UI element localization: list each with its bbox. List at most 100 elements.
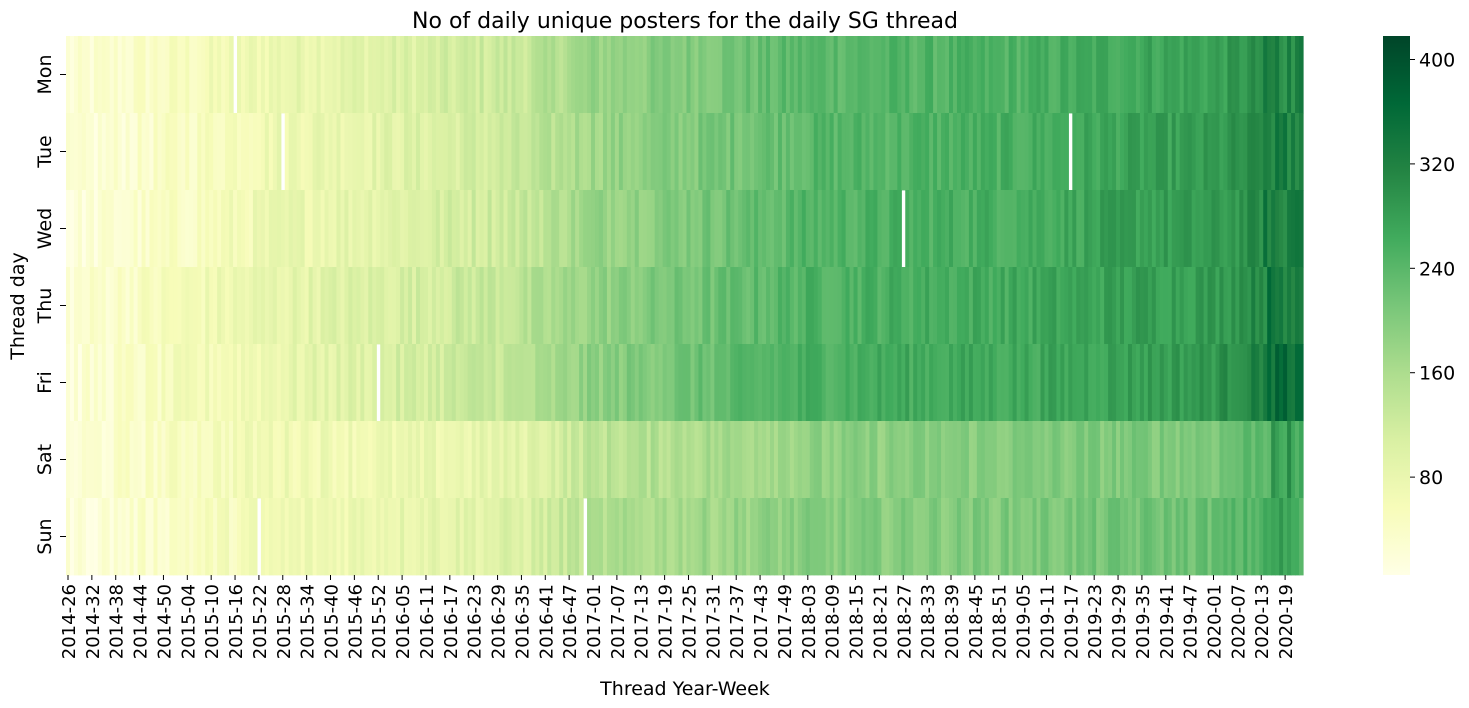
heatmap-cell: [686, 36, 692, 114]
heatmap-cell: [225, 113, 230, 191]
heatmap-cell: [408, 190, 413, 268]
heatmap-cell: [384, 113, 389, 191]
heatmap-cell: [857, 267, 863, 345]
heatmap-cell: [583, 344, 588, 422]
heatmap-cell: [1056, 421, 1061, 499]
heatmap-cell: [722, 498, 727, 576]
heatmap-cell: [1024, 498, 1030, 576]
heatmap-cell: [109, 36, 115, 114]
heatmap-cell: [1080, 190, 1085, 268]
heatmap-cell: [1199, 190, 1205, 268]
heatmap-cell: [77, 421, 83, 499]
heatmap-cell: [491, 421, 497, 499]
heatmap-cell: [320, 498, 326, 576]
heatmap-cell: [885, 113, 890, 191]
heatmap-cell: [221, 498, 226, 576]
heatmap-cell: [1291, 498, 1296, 576]
heatmap-cell: [229, 267, 234, 345]
heatmap-cell: [781, 421, 787, 499]
heatmap-cell: [173, 36, 178, 114]
heatmap-cell: [988, 267, 994, 345]
heatmap-cell: [638, 113, 644, 191]
heatmap-cell: [1147, 421, 1153, 499]
heatmap-cell: [674, 267, 680, 345]
heatmap-cell: [646, 113, 652, 191]
heatmap-cell: [1124, 36, 1129, 114]
heatmap-cell: [145, 498, 151, 576]
heatmap-cell: [1279, 113, 1284, 191]
heatmap-cell: [241, 113, 246, 191]
heatmap-cell: [205, 267, 210, 345]
heatmap-cell: [288, 344, 294, 422]
heatmap-cell: [1096, 190, 1101, 268]
heatmap-cell: [797, 190, 803, 268]
heatmap-cell: [583, 36, 588, 114]
heatmap-cell: [340, 113, 346, 191]
heatmap-cell: [495, 113, 501, 191]
heatmap-cell: [674, 190, 680, 268]
heatmap-cell: [595, 190, 600, 268]
heatmap-cell: [698, 190, 703, 268]
heatmap-cell: [881, 498, 886, 576]
heatmap-cell: [340, 190, 346, 268]
heatmap-cell: [264, 344, 270, 422]
heatmap-cell: [674, 113, 680, 191]
heatmap-cell: [527, 267, 532, 345]
heatmap-cell: [952, 267, 958, 345]
heatmap-cell: [690, 36, 696, 114]
heatmap-cell: [1287, 113, 1292, 191]
heatmap-cell: [364, 36, 369, 114]
heatmap-cell: [503, 498, 509, 576]
heatmap-cell: [308, 344, 314, 422]
heatmap-cell: [101, 113, 107, 191]
heatmap-cell: [1072, 344, 1077, 422]
heatmap-cell: [1100, 344, 1105, 422]
heatmap-cell: [105, 344, 111, 422]
heatmap-cell: [137, 190, 143, 268]
heatmap-cell: [543, 421, 548, 499]
heatmap-cell: [1183, 36, 1189, 114]
heatmap-cell: [964, 190, 970, 268]
heatmap-cell: [1120, 267, 1125, 345]
heatmap-cell: [801, 36, 807, 114]
heatmap-cell: [841, 344, 847, 422]
heatmap-cell: [921, 267, 926, 345]
heatmap-cell: [547, 190, 552, 268]
heatmap-cell: [93, 421, 99, 499]
heatmap-cell: [1056, 36, 1061, 114]
heatmap-cell: [638, 498, 644, 576]
heatmap-cell: [511, 190, 517, 268]
heatmap-cell: [666, 113, 672, 191]
heatmap-cell: [937, 344, 942, 422]
heatmap-cell: [857, 190, 863, 268]
heatmap-cell: [579, 421, 584, 499]
heatmap-cell: [1127, 344, 1133, 422]
heatmap-cell: [1187, 113, 1193, 191]
heatmap-cell: [1092, 267, 1097, 345]
heatmap-cell: [730, 344, 735, 422]
heatmap-cell: [734, 421, 739, 499]
heatmap-cell: [1000, 190, 1006, 268]
heatmap-cell: [197, 190, 202, 268]
heatmap-cell: [416, 344, 421, 422]
heatmap-cell: [376, 36, 381, 114]
heatmap-cell: [372, 421, 377, 499]
heatmap-cell: [626, 498, 632, 576]
heatmap-cell: [1291, 421, 1296, 499]
heatmap-cell: [1096, 498, 1101, 576]
heatmap-cell: [177, 498, 182, 576]
heatmap-cell: [483, 498, 489, 576]
heatmap-cell: [1044, 267, 1050, 345]
heatmap-cell: [770, 113, 775, 191]
heatmap-cell: [595, 421, 600, 499]
heatmap-cell: [949, 190, 954, 268]
heatmap-cell: [754, 267, 759, 345]
heatmap-cell: [901, 267, 906, 345]
heatmap-cell: [1295, 113, 1300, 191]
heatmap-cell: [1104, 113, 1109, 191]
heatmap-cell: [1191, 36, 1197, 114]
heatmap-cell: [535, 36, 540, 114]
heatmap-cell: [487, 36, 493, 114]
heatmap-cell: [229, 113, 234, 191]
heatmap-cell: [77, 267, 83, 345]
